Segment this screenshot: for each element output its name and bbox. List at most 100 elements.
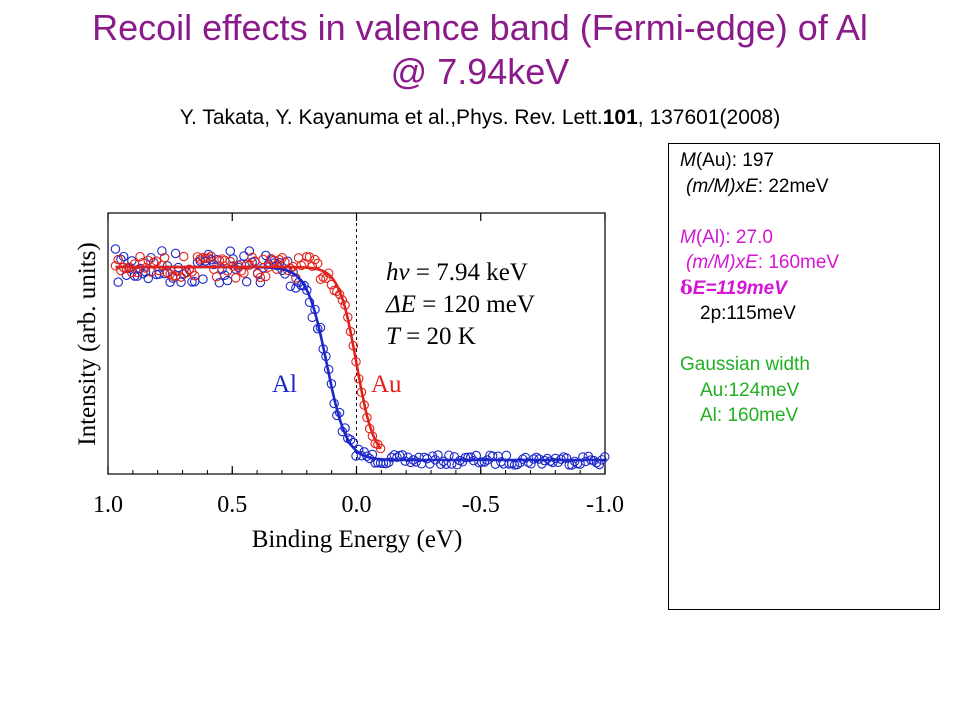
annotation-photon-energy: hν = 7.94 keV [386, 259, 528, 286]
data-point-al [523, 457, 533, 468]
data-point-au [302, 252, 312, 262]
data-point-au [304, 252, 315, 262]
gaussian-au: Au:124meV [700, 379, 800, 401]
delta-e-line: δE=119meV [680, 276, 939, 302]
data-point-au [113, 254, 123, 265]
data-point-al [479, 457, 490, 467]
data-point-au [315, 274, 326, 284]
citation: Y. Takata, Y. Kayanuma et al.,Phys. Rev.… [0, 106, 960, 130]
de-value: = 120 meV [416, 291, 535, 318]
data-point-al [189, 276, 200, 287]
title-line-1: Recoil effects in valence band (Fermi-ed… [92, 7, 868, 48]
data-point-au [184, 264, 195, 274]
recoil-al-line: (m/M)xE: 160meV [680, 250, 939, 276]
data-point-al [200, 256, 211, 266]
x-tick-label: 0.0 [342, 492, 372, 518]
data-point-au [255, 272, 266, 283]
data-point-al [444, 450, 454, 460]
data-point-au [135, 251, 145, 262]
data-point-al [222, 275, 233, 286]
data-point-au [307, 261, 318, 272]
data-point-au [179, 251, 189, 262]
fermi-edge-chart: 1.0 0.5 0.0 -0.5 -1.0 hν = 7.94 keV ΔE = 120… [74, 212, 624, 553]
data-point-au [274, 255, 285, 265]
citation-rest: , 137601(2008) [637, 106, 781, 129]
x-tick-label: 0.5 [217, 492, 247, 518]
annotation-resolution: ΔE = 120 meV [385, 291, 535, 318]
data-point-al [225, 246, 236, 256]
mass-au-line: M(Au): 197 [680, 148, 939, 174]
series-label-au: Au [371, 371, 402, 398]
data-point-al [127, 256, 137, 266]
data-point-al [600, 452, 610, 462]
data-point-al [244, 246, 255, 256]
fit-curves [115, 265, 605, 462]
data-point-al [146, 252, 156, 263]
data-point-al [591, 457, 602, 468]
two-p-line: 2p:115meV [700, 303, 796, 324]
de-symbol: ΔE [385, 291, 416, 318]
recoil-symbol: (m/M)xE [686, 175, 758, 197]
data-point-au [225, 256, 236, 267]
data-point-au [157, 260, 167, 271]
mass-au-value: (Au): 197 [695, 150, 774, 171]
info-box: M(Au): 197 (m/M)xE: 22meV M(Al): 27.0 (m… [668, 143, 940, 610]
mass-symbol: M [680, 150, 696, 171]
data-point-al [187, 277, 197, 287]
x-tick-label: -0.5 [462, 492, 500, 518]
data-point-au [375, 443, 386, 454]
x-tick-label: -1.0 [586, 492, 624, 518]
hv-value: = 7.94 keV [410, 259, 528, 286]
x-axis-ticks: 1.0 0.5 0.0 -0.5 -1.0 [93, 213, 624, 518]
annotation-temperature: T = 20 K [386, 323, 476, 350]
delta-symbol: δ [680, 276, 693, 299]
series-label-al: Al [272, 371, 297, 398]
data-point-al [239, 251, 249, 261]
data-point-au [323, 268, 334, 278]
spacer [680, 199, 939, 225]
data-point-al [569, 456, 580, 467]
data-point-au [159, 252, 170, 263]
data-point-au [296, 260, 307, 271]
hv-symbol: hν [386, 259, 411, 286]
data-point-al [113, 277, 123, 287]
mass-symbol: M [680, 226, 696, 248]
x-axis-label: Binding Energy (eV) [252, 526, 463, 553]
fit-curve-au [115, 265, 382, 450]
gaussian-al: Al: 160meV [700, 405, 799, 426]
mass-al-line: M(Al): 27.0 [680, 225, 939, 251]
data-point-au [203, 253, 214, 263]
citation-authors: Y. Takata, Y. Kayanuma et al.,Phys. Rev.… [179, 106, 603, 129]
data-point-au [230, 273, 241, 283]
gaussian-title: Gaussian width [680, 354, 810, 375]
x-tick-label: 1.0 [93, 492, 123, 518]
data-point-al [157, 246, 167, 256]
data-point-au [189, 271, 200, 281]
data-point-au [165, 269, 175, 279]
t-value: = 20 K [400, 323, 476, 350]
mass-al-value: (Al): 27.0 [695, 226, 773, 248]
data-point-al [110, 244, 121, 254]
data-point-au [269, 255, 279, 266]
data-point-al [118, 251, 129, 262]
recoil-symbol: (m/M)xE [686, 252, 758, 273]
data-point-al [198, 274, 208, 284]
spacer [680, 327, 939, 353]
title-line-2: @ 7.94keV [390, 51, 570, 92]
delta-e-value: E=119meV [692, 277, 787, 299]
data-point-al [501, 450, 512, 461]
data-point-al [384, 457, 394, 468]
data-point-al [553, 457, 564, 468]
data-point-al [561, 453, 572, 463]
data-point-au [170, 271, 181, 281]
recoil-au-line: (m/M)xE: 22meV [680, 174, 939, 200]
data-point-al [299, 280, 309, 291]
y-axis-label: Intensity (arb. units) [74, 242, 101, 445]
data-point-al [438, 456, 449, 467]
data-point-au [132, 267, 143, 278]
data-point-al [285, 281, 296, 292]
data-point-al [392, 452, 402, 463]
t-symbol: T [386, 323, 402, 350]
data-point-al [403, 452, 413, 463]
data-point-au [206, 251, 216, 261]
